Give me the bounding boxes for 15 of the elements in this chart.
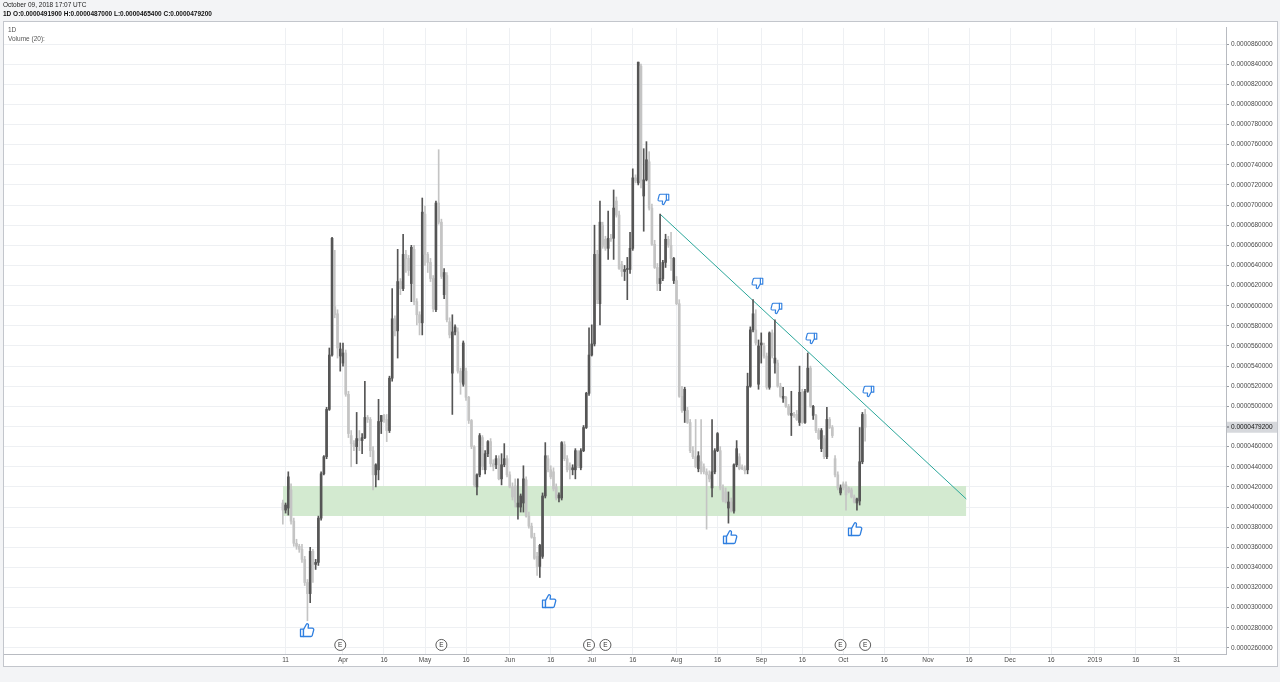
candlestick <box>809 365 812 408</box>
candlestick <box>612 189 615 260</box>
candlestick <box>358 430 361 451</box>
candlestick <box>609 233 613 242</box>
candlestick <box>798 365 801 426</box>
candlestick <box>820 428 823 453</box>
candlestick <box>286 471 290 516</box>
candlestick <box>634 174 637 184</box>
candlestick <box>697 451 700 473</box>
candlestick <box>410 244 413 303</box>
candlestick <box>839 484 842 496</box>
candlestick <box>399 278 402 295</box>
candlestick <box>850 487 853 499</box>
candlestick <box>481 435 484 471</box>
candlestick <box>522 465 525 513</box>
